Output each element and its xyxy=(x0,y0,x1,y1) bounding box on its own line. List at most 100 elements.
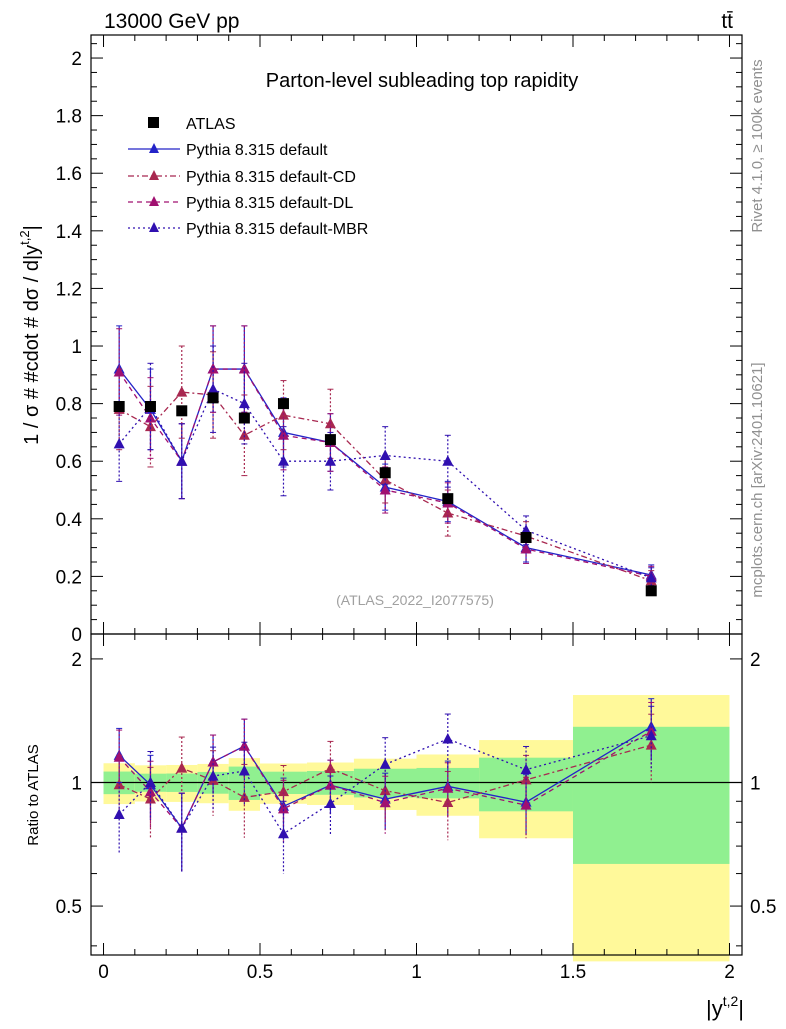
x-axis-label-close: | xyxy=(738,996,744,1021)
series-2-marker-ratio xyxy=(113,751,125,762)
y-tick-label-main: 0.2 xyxy=(56,567,82,588)
series-3-marker-ratio xyxy=(238,764,250,776)
series-3-marker-main xyxy=(277,455,289,466)
series-3-marker-ratio xyxy=(520,763,532,775)
y-tick-label-main: 1 xyxy=(71,337,82,358)
y-axis-label-main-text: 1 / σ # #cdot # dσ / d|y xyxy=(21,245,43,445)
legend: ATLAS Pythia 8.315 default Pythia 8.315 … xyxy=(128,116,368,238)
y-tick-label-main: 2 xyxy=(71,49,82,70)
series-2-marker-ratio xyxy=(207,755,219,767)
legend-entry-dl: Pythia 8.315 default-DL xyxy=(128,195,353,212)
series-1-marker-ratio xyxy=(442,796,454,808)
series-2-marker-ratio xyxy=(442,782,454,793)
data-point-atlas xyxy=(379,467,391,479)
data-point-atlas xyxy=(442,493,454,505)
legend-marker-cd xyxy=(149,170,159,180)
header-left: 13000 GeV pp xyxy=(104,10,239,33)
legend-marker-atlas xyxy=(148,117,159,128)
data-point-atlas xyxy=(238,412,250,424)
legend-entry-atlas: ATLAS xyxy=(148,116,236,133)
y-axis-label-ratio: Ratio to ATLAS xyxy=(25,744,42,845)
y-tick-label-main: 1.2 xyxy=(56,279,82,300)
chart-title: Parton-level subleading top rapidity xyxy=(266,70,578,92)
header-right: tt̄ xyxy=(721,10,733,33)
y-tick-label-main: 0.4 xyxy=(56,510,83,531)
series-2-marker-main xyxy=(207,363,219,374)
series-3-marker-ratio xyxy=(442,732,454,744)
legend-label-mbr: Pythia 8.315 default-MBR xyxy=(186,221,368,238)
series-3-marker-ratio xyxy=(113,808,125,820)
series-2-line-ratio xyxy=(118,730,652,830)
series-2-marker-main xyxy=(520,543,532,554)
series-1-marker-main xyxy=(238,429,250,440)
x-axis-label: |yt,2| xyxy=(706,993,744,1021)
series-3-marker-main xyxy=(324,455,336,466)
series-3-line-main xyxy=(118,388,652,579)
series-1-marker-ratio xyxy=(277,785,289,797)
series-2-marker-main xyxy=(277,429,289,440)
x-tick-label: 0 xyxy=(98,962,109,983)
y-tick-label-main: 1.8 xyxy=(56,107,82,128)
series-3-marker-ratio xyxy=(144,776,156,787)
series-3-marker-ratio xyxy=(207,770,219,781)
legend-entry-default: Pythia 8.315 default xyxy=(128,142,328,159)
data-point-atlas xyxy=(176,405,188,417)
series-3-marker-main xyxy=(238,397,250,409)
series-2-line-main xyxy=(118,368,652,578)
y-tick-label-main: 0.6 xyxy=(56,452,82,473)
x-tick-label: 0.5 xyxy=(247,962,273,983)
data-point-atlas xyxy=(324,434,336,446)
series-3-marker-main xyxy=(645,571,657,583)
x-tick-label: 1.5 xyxy=(560,962,586,983)
y-tick-label-ratio-left: 1 xyxy=(71,773,82,794)
series-3-marker-ratio xyxy=(645,729,657,741)
data-point-atlas xyxy=(520,532,532,544)
legend-entry-cd: Pythia 8.315 default-CD xyxy=(128,169,356,186)
series-1-marker-main xyxy=(176,386,188,397)
y-tick-label-main: 0 xyxy=(71,625,82,646)
y-axis-label-main: 1 / σ # #cdot # dσ / d|yt,2| xyxy=(17,225,43,445)
legend-label-cd: Pythia 8.315 default-CD xyxy=(186,169,356,186)
data-point-atlas xyxy=(645,585,657,597)
y-tick-label-ratio-left: 2 xyxy=(71,650,82,671)
legend-marker-mbr xyxy=(149,222,159,232)
series-1-marker-ratio xyxy=(324,762,336,774)
series-2-marker-ratio xyxy=(277,802,289,814)
series-2-marker-ratio xyxy=(144,785,156,797)
legend-label-atlas: ATLAS xyxy=(186,116,236,133)
mcplots-label: mcplots.cern.ch [arXiv:2401.10621] xyxy=(749,362,766,597)
y-tick-label-ratio-right: 0.5 xyxy=(750,897,776,918)
y-tick-label-ratio-left: 0.5 xyxy=(56,897,82,918)
y-axis-label-main-close: | xyxy=(21,225,43,230)
series-1-marker-ratio xyxy=(176,762,188,773)
legend-entry-mbr: Pythia 8.315 default-MBR xyxy=(128,221,368,238)
y-tick-label-ratio-right: 1 xyxy=(750,773,761,794)
data-point-atlas xyxy=(277,398,289,410)
legend-marker-dl xyxy=(149,196,159,206)
x-axis-label-sup: t,2 xyxy=(723,993,739,1009)
series-2-marker-main xyxy=(379,484,391,495)
series-3-marker-main xyxy=(442,455,454,466)
series-2-marker-ratio xyxy=(379,796,391,808)
series-3-marker-main xyxy=(379,449,391,460)
data-point-atlas xyxy=(144,400,156,412)
series-3-marker-main xyxy=(207,383,219,394)
x-tick-label: 1 xyxy=(411,962,422,983)
y-tick-label-main: 1.6 xyxy=(56,164,82,185)
x-axis-label-text: |y xyxy=(706,996,723,1021)
series-1-line-main xyxy=(118,391,652,582)
legend-label-default: Pythia 8.315 default xyxy=(186,142,328,159)
series-3-marker-main xyxy=(113,437,125,449)
y-tick-label-main: 1.4 xyxy=(56,222,83,243)
rivet-label: Rivet 4.1.0, ≥ 100k events xyxy=(749,59,766,232)
y-axis-label-main-sup: t,2 xyxy=(17,230,32,244)
series-3-marker-ratio xyxy=(176,822,188,833)
series-3-marker-ratio xyxy=(379,758,391,769)
series-3-marker-main xyxy=(176,455,188,466)
data-point-atlas xyxy=(207,392,219,404)
x-tick-label: 2 xyxy=(724,962,735,983)
y-tick-label-main: 0.8 xyxy=(56,395,82,416)
series-3-marker-ratio xyxy=(324,797,336,808)
